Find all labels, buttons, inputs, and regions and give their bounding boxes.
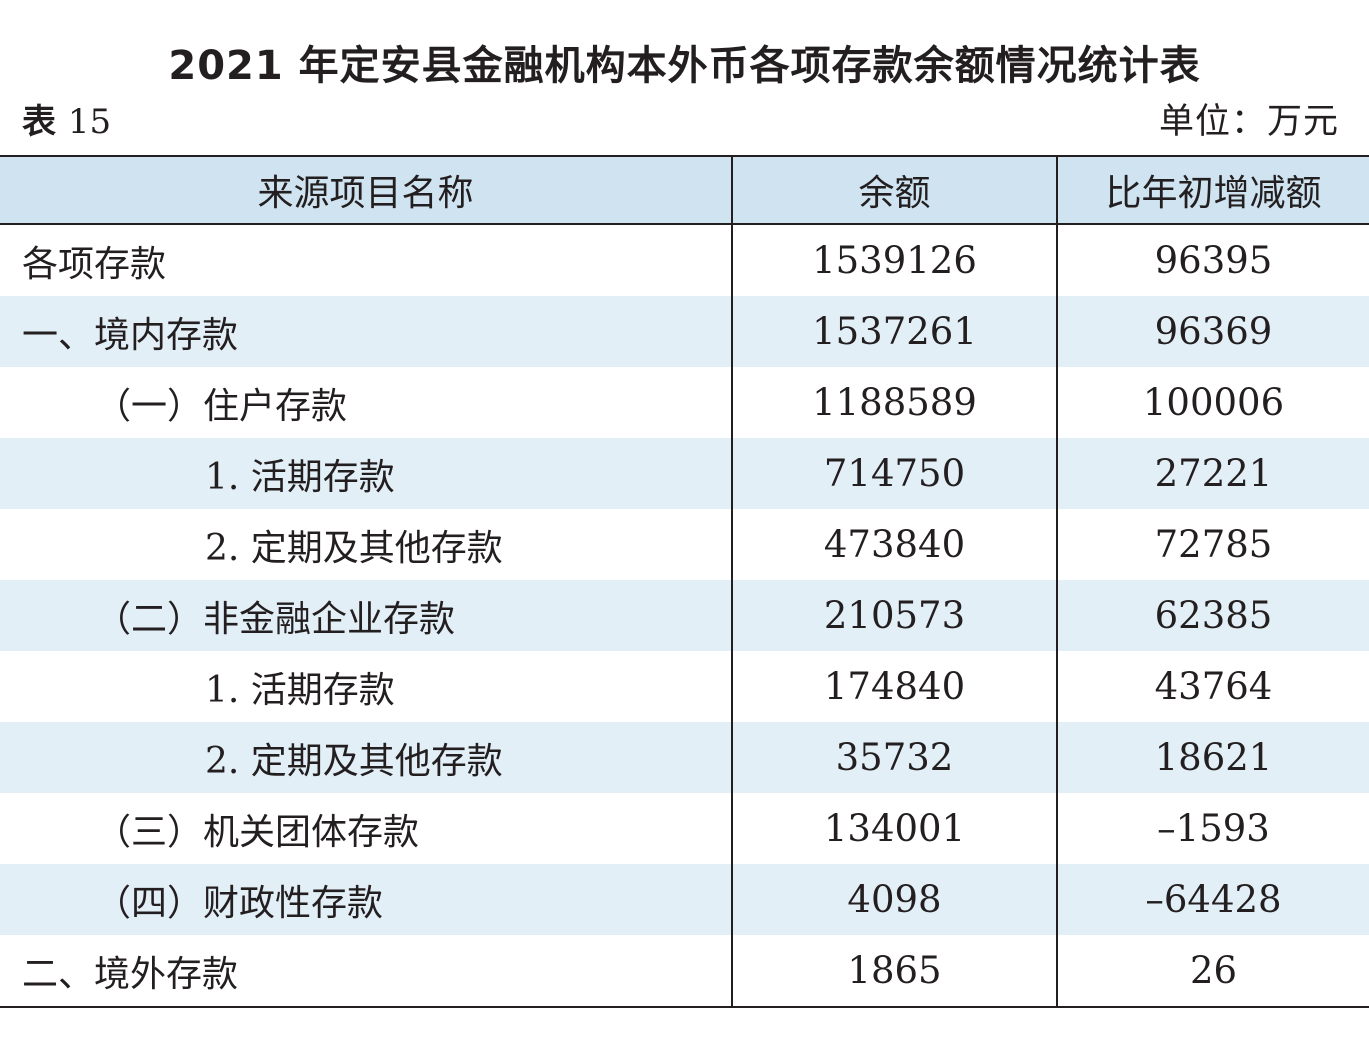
table-row: 2. 定期及其他存款 35732 18621 (0, 722, 1369, 793)
table-row: （四）财政性存款 4098 –64428 (0, 864, 1369, 935)
unit-label: 单位：万元 (1158, 102, 1339, 142)
row-change-cell: 18621 (1056, 722, 1369, 793)
row-balance-cell: 134001 (731, 793, 1056, 864)
row-name-cell: 2. 定期及其他存款 (205, 740, 503, 782)
deposit-table: 来源项目名称 余额 比年初增减额 各项存款 1539126 96395 一、境内存款 1… (0, 155, 1369, 1008)
row-change-cell: 62385 (1056, 580, 1369, 651)
table-label: 表 15 (22, 98, 111, 146)
table-header-row: 来源项目名称 余额 比年初增减额 (0, 155, 1369, 225)
row-name-cell: 一、境内存款 (22, 314, 239, 356)
row-change-cell: 27221 (1056, 438, 1369, 509)
row-balance-cell: 1537261 (731, 296, 1056, 367)
row-balance-cell: 35732 (731, 722, 1056, 793)
row-change-cell: 26 (1056, 935, 1369, 1006)
row-balance-cell: 210573 (731, 580, 1056, 651)
table-row: 2. 定期及其他存款 473840 72785 (0, 509, 1369, 580)
row-balance-cell: 1865 (731, 935, 1056, 1006)
table-number: 15 (67, 102, 112, 142)
table-row: （一）住户存款 1188589 100006 (0, 367, 1369, 438)
table-row: 各项存款 1539126 96395 (0, 225, 1369, 296)
column-header-balance: 余额 (731, 157, 1056, 223)
row-change-cell: 96395 (1056, 225, 1369, 296)
table-row: 1. 活期存款 714750 27221 (0, 438, 1369, 509)
table-body: 各项存款 1539126 96395 一、境内存款 1537261 96369 （一）住户存… (0, 225, 1369, 1008)
row-name-cell: （四）财政性存款 (95, 882, 384, 924)
row-change-cell: 72785 (1056, 509, 1369, 580)
row-change-cell: –64428 (1056, 864, 1369, 935)
table-row: 二、境外存款 1865 26 (0, 935, 1369, 1008)
table-row: 1. 活期存款 174840 43764 (0, 651, 1369, 722)
table-row: （二）非金融企业存款 210573 62385 (0, 580, 1369, 651)
row-name-cell: （三）机关团体存款 (95, 811, 420, 853)
row-name-cell: （一）住户存款 (95, 385, 348, 427)
row-name-cell: 2. 定期及其他存款 (205, 527, 503, 569)
table-row: （三）机关团体存款 134001 –1593 (0, 793, 1369, 864)
column-header-change: 比年初增减额 (1056, 157, 1369, 223)
table-row: 一、境内存款 1537261 96369 (0, 296, 1369, 367)
row-balance-cell: 1188589 (731, 367, 1056, 438)
row-name-cell: （二）非金融企业存款 (95, 598, 456, 640)
row-change-cell: –1593 (1056, 793, 1369, 864)
table-label-text: 表 (22, 102, 56, 142)
row-change-cell: 100006 (1056, 367, 1369, 438)
row-balance-cell: 4098 (731, 864, 1056, 935)
row-change-cell: 96369 (1056, 296, 1369, 367)
row-balance-cell: 174840 (731, 651, 1056, 722)
row-change-cell: 43764 (1056, 651, 1369, 722)
row-balance-cell: 473840 (731, 509, 1056, 580)
row-balance-cell: 714750 (731, 438, 1056, 509)
page-title: 2021 年定安县金融机构本外币各项存款余额情况统计表 (168, 43, 1201, 89)
row-name-cell: 1. 活期存款 (205, 456, 395, 498)
row-balance-cell: 1539126 (731, 225, 1056, 296)
row-name-cell: 各项存款 (22, 243, 167, 285)
row-name-cell: 1. 活期存款 (205, 669, 395, 711)
row-name-cell: 二、境外存款 (22, 953, 239, 995)
column-header-name: 来源项目名称 (257, 173, 474, 214)
